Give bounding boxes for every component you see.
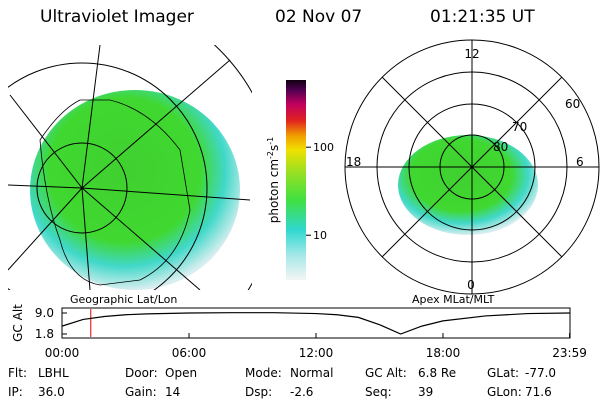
field-value: LBHL <box>38 366 69 380</box>
title: Ultraviolet Imager <box>40 7 194 27</box>
field-label: IP: <box>8 385 23 399</box>
x-tick-label: 12:00 <box>299 346 334 360</box>
mlat-label: 60 <box>565 97 580 111</box>
field-value: 36.0 <box>38 385 65 399</box>
colorbar-tick-label: 10 <box>313 229 327 242</box>
field-label: Flt: <box>8 366 27 380</box>
polar-grid <box>344 39 600 295</box>
colorbar <box>286 80 306 280</box>
label-part: -1 <box>266 137 275 145</box>
field-value: 71.6 <box>525 385 552 399</box>
field-value: Open <box>165 366 197 380</box>
label-part: s <box>267 145 281 151</box>
field-value: 14 <box>165 385 180 399</box>
x-tick-label: 18:00 <box>426 346 461 360</box>
mlt-label: 12 <box>464 47 479 61</box>
field-value: 39 <box>418 385 433 399</box>
field-label: GC Alt: <box>365 366 407 380</box>
field-value: Normal <box>290 366 333 380</box>
x-tick-label: 23:59 <box>552 346 587 360</box>
field-value: 6.8 Re <box>418 366 456 380</box>
map-caption: Geographic Lat/Lon <box>70 293 177 306</box>
coastline <box>39 99 191 286</box>
geo-map <box>8 45 252 290</box>
mlat-label: 70 <box>512 120 527 134</box>
altitude-line <box>61 312 570 335</box>
colorbar-label: photon cm-2s-1 <box>266 137 281 224</box>
time: 01:21:35 UT <box>430 7 535 27</box>
mlt-label: 6 <box>576 155 584 169</box>
mlt-label: 18 <box>346 155 361 169</box>
x-tick-label: 00:00 <box>45 346 80 360</box>
mlt-label: 0 <box>467 278 475 292</box>
field-label: Mode: <box>245 366 282 380</box>
y-label: GC Alt <box>11 304 25 342</box>
x-tick-label: 06:00 <box>172 346 207 360</box>
label-part: photon cm <box>267 159 281 223</box>
field-label: GLon: <box>487 385 522 399</box>
field-label: Gain: <box>125 385 157 399</box>
y-tick-label: 1.8 <box>35 327 54 341</box>
field-label: GLat: <box>487 366 519 380</box>
date: 02 Nov 07 <box>275 7 362 27</box>
field-value: -77.0 <box>525 366 556 380</box>
y-tick-label: 9.0 <box>35 306 54 320</box>
field-label: Door: <box>125 366 158 380</box>
mlat-label: 80 <box>493 140 508 154</box>
mlt-map <box>344 39 600 295</box>
label-part: -2 <box>266 151 275 159</box>
field-value: -2.6 <box>290 385 313 399</box>
field-label: Seq: <box>365 385 392 399</box>
colorbar-tick-label: 100 <box>313 141 334 154</box>
geo-grid <box>8 45 252 290</box>
field-label: Dsp: <box>245 385 272 399</box>
aurora <box>30 90 240 290</box>
map-caption: Apex MLat/MLT <box>412 293 495 306</box>
